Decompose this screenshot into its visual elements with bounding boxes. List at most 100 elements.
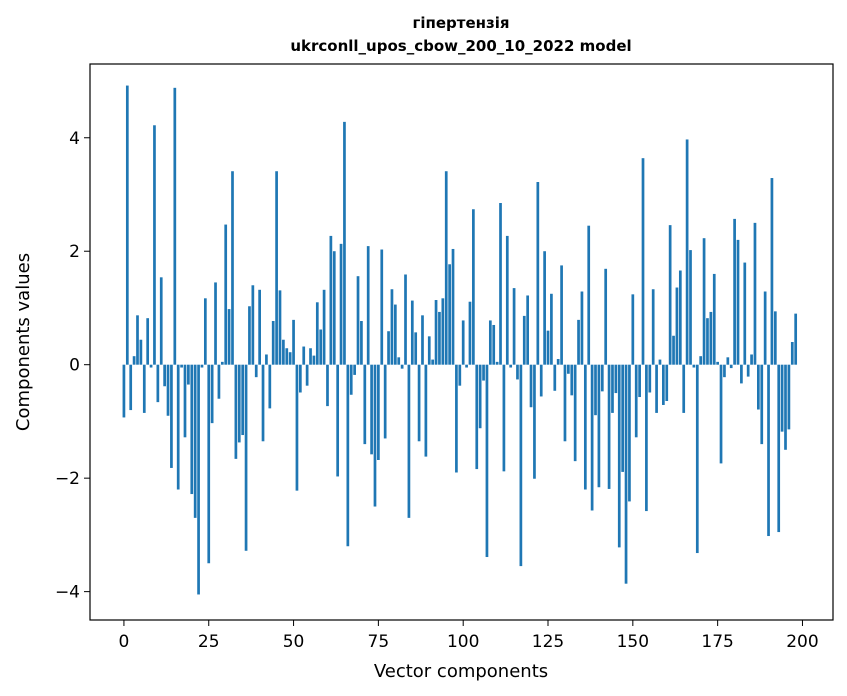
bar-180 <box>733 218 736 365</box>
bar-116 <box>516 364 519 380</box>
bar-126 <box>550 293 553 365</box>
bar-25 <box>207 364 211 564</box>
bar-173 <box>709 311 713 365</box>
bar-99 <box>458 364 462 386</box>
bar-15 <box>173 87 177 365</box>
bar-24 <box>203 298 207 365</box>
bar-143 <box>607 364 611 489</box>
bar-164 <box>678 270 682 365</box>
bar-12 <box>163 364 166 387</box>
bar-119 <box>526 295 530 365</box>
bar-183 <box>743 262 747 365</box>
bar-64 <box>339 243 343 365</box>
bar-130 <box>563 364 567 442</box>
y-axis-label: Components values <box>13 253 34 431</box>
bar-190 <box>767 364 770 537</box>
x-axis-label: Vector components <box>374 661 548 682</box>
bar-194 <box>780 364 784 432</box>
bar-154 <box>645 364 648 512</box>
bar-92 <box>434 300 438 365</box>
bar-3 <box>132 356 136 365</box>
bar-21 <box>193 364 197 518</box>
bar-122 <box>536 182 540 365</box>
bar-177 <box>723 364 726 378</box>
bar-2 <box>129 364 133 411</box>
bar-120 <box>529 364 533 408</box>
bar-148 <box>624 364 628 584</box>
bar-66 <box>346 364 350 547</box>
bar-142 <box>604 268 608 365</box>
bar-75 <box>377 364 380 460</box>
bar-102 <box>468 301 472 365</box>
bar-73 <box>370 364 373 455</box>
bar-10 <box>156 364 160 403</box>
bar-128 <box>556 359 560 365</box>
x-tick-label-5: 125 <box>532 632 564 652</box>
bar-170 <box>699 356 703 365</box>
bar-156 <box>651 289 655 365</box>
bar-series <box>122 85 798 595</box>
y-tick-label-1: −2 <box>55 469 80 489</box>
bar-167 <box>689 250 692 365</box>
bar-48 <box>285 348 289 365</box>
bar-149 <box>628 364 631 502</box>
bar-111 <box>499 203 502 365</box>
bar-23 <box>200 364 204 368</box>
bar-127 <box>553 364 557 391</box>
bar-152 <box>638 364 641 398</box>
bar-38 <box>251 285 255 365</box>
bar-125 <box>546 330 550 365</box>
bar-17 <box>180 364 183 368</box>
bar-49 <box>288 352 292 365</box>
bar-144 <box>611 364 614 413</box>
bar-101 <box>465 364 468 368</box>
bar-58 <box>319 329 323 365</box>
bar-117 <box>519 364 523 567</box>
bar-139 <box>594 364 597 416</box>
bar-151 <box>634 364 638 438</box>
bar-97 <box>451 248 455 365</box>
bar-53 <box>302 346 306 365</box>
bar-186 <box>753 222 757 365</box>
bar-175 <box>716 361 719 365</box>
bar-60 <box>326 364 329 407</box>
bar-68 <box>353 364 356 375</box>
bar-13 <box>166 364 170 416</box>
bar-74 <box>373 364 377 507</box>
bar-65 <box>343 121 346 365</box>
bar-132 <box>570 364 574 396</box>
chart-title-line-2: ukrconll_upos_cbow_200_10_2022 model <box>290 37 631 55</box>
bar-147 <box>621 364 625 472</box>
bar-118 <box>522 315 526 365</box>
bar-19 <box>187 364 190 385</box>
bar-179 <box>729 364 733 369</box>
bar-71 <box>363 364 367 445</box>
bar-11 <box>159 277 163 365</box>
bar-61 <box>329 235 333 365</box>
bar-46 <box>278 290 282 365</box>
bar-79 <box>390 289 394 365</box>
bar-168 <box>692 364 696 368</box>
bar-59 <box>322 289 326 365</box>
bar-166 <box>685 139 689 365</box>
x-axis-ticks: 0 25 50 75 100 125 150 175 200 <box>119 620 819 652</box>
bar-28 <box>217 364 221 399</box>
bar-30 <box>224 224 228 365</box>
bar-87 <box>417 364 421 442</box>
x-tick-label-3: 75 <box>368 632 390 652</box>
bar-157 <box>655 364 658 413</box>
bar-197 <box>790 342 794 365</box>
bar-184 <box>746 364 750 377</box>
bar-45 <box>275 171 278 365</box>
bar-176 <box>719 364 723 464</box>
bar-72 <box>366 246 370 365</box>
bar-93 <box>438 311 441 365</box>
bar-55 <box>309 348 312 365</box>
bar-35 <box>241 364 245 436</box>
bar-196 <box>787 364 791 430</box>
bar-54 <box>305 364 309 386</box>
bar-37 <box>248 306 251 365</box>
bar-198 <box>794 313 798 365</box>
bar-158 <box>658 359 662 365</box>
